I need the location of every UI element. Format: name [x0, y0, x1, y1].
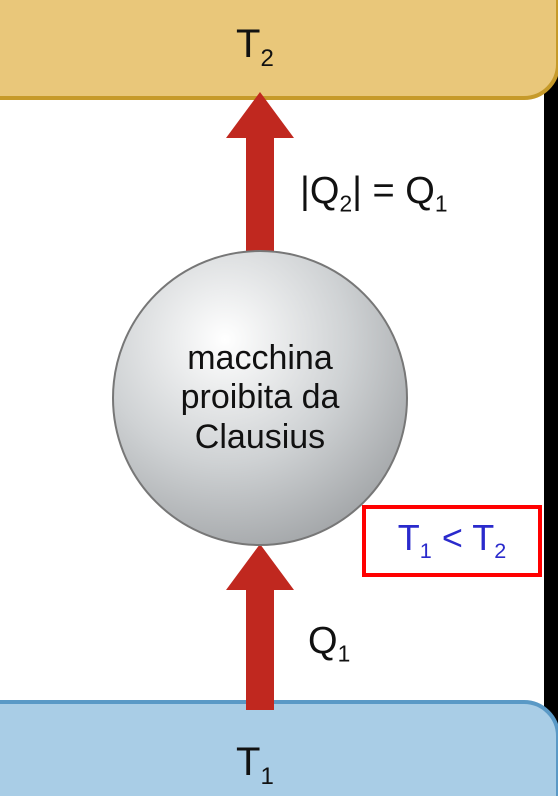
- heat-label-top: |Q2| = Q1: [300, 170, 448, 218]
- diagram-canvas: T2 T1 macchina proibita da Clausius |Q2|…: [0, 0, 558, 796]
- temperature-relation-box: T1 < T2: [362, 505, 542, 577]
- arrow-top-shaft: [246, 130, 274, 258]
- cold-reservoir-label-text: T1: [236, 740, 274, 784]
- heat-label-bottom: Q1: [308, 620, 350, 668]
- temperature-relation-text: T1 < T2: [398, 517, 506, 564]
- sphere-line2: proibita da: [181, 378, 340, 416]
- right-black-band: [544, 0, 558, 796]
- arrow-bottom-head: [226, 544, 294, 590]
- hot-reservoir-label-text: T2: [236, 22, 274, 66]
- hot-reservoir-label: T2: [236, 22, 274, 73]
- heat-label-top-text: |Q2| = Q1: [300, 170, 448, 212]
- arrow-top-head: [226, 92, 294, 138]
- cold-reservoir-label: T1: [236, 740, 274, 791]
- hot-reservoir: [0, 0, 558, 100]
- cold-reservoir: [0, 700, 558, 796]
- machine-sphere-text: macchina proibita da Clausius: [181, 339, 340, 456]
- heat-label-bottom-text: Q1: [308, 620, 350, 662]
- sphere-line1: macchina: [187, 339, 333, 377]
- machine-sphere: macchina proibita da Clausius: [112, 250, 408, 546]
- arrow-bottom-shaft: [246, 582, 274, 710]
- sphere-line3: Clausius: [195, 418, 325, 456]
